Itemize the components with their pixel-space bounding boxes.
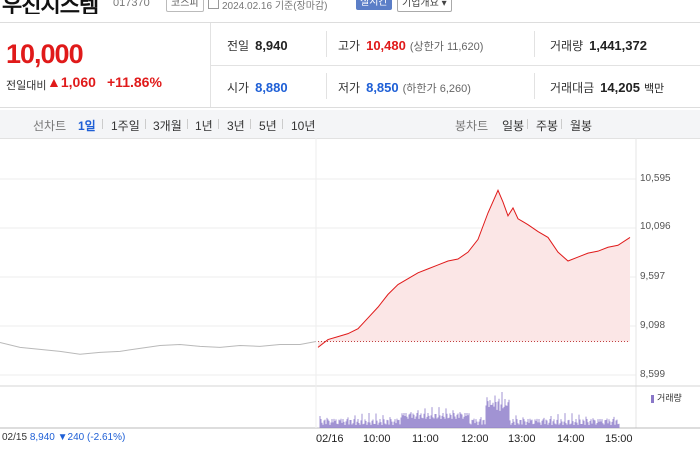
y-tick: 10,096	[640, 221, 671, 232]
stock-code: 017370	[113, 0, 150, 9]
up-arrow-icon: ▲	[47, 74, 61, 90]
divider	[210, 65, 700, 66]
x-tick: 10:00	[363, 433, 391, 445]
y-tick: 9,597	[640, 271, 666, 282]
candle-monthly[interactable]: 월봉	[570, 119, 593, 133]
realtime-button[interactable]: 실시간	[356, 0, 392, 10]
change-rate: +11.86%	[107, 74, 162, 90]
x-tick: 12:00	[461, 433, 489, 445]
y-tick: 9,098	[640, 320, 666, 331]
period-3m[interactable]: 3개월	[153, 119, 182, 133]
line-chart-label: 선차트	[33, 119, 67, 133]
stock-name: 우진시스템	[2, 0, 99, 14]
company-info-dropdown[interactable]: 기업개요 ▾	[397, 0, 452, 12]
y-tick: 10,595	[640, 173, 671, 184]
period-1d[interactable]: 1일	[78, 119, 96, 133]
y-tick: 8,599	[640, 369, 666, 380]
previous-day-line	[0, 341, 317, 355]
stock-header: 우진시스템 017370 코스피 2024.02.16 기준(장마감) 실시간 …	[0, 0, 700, 14]
chart-toolbar: 선차트 1일 1주일 3개월 1년 3년 5년 10년 봉차트 일봉 주봉 월봉	[0, 110, 700, 139]
candle-chart-label: 봉차트	[455, 119, 489, 133]
x-tick: 02/16	[316, 433, 344, 445]
today-price-line	[317, 189, 631, 348]
change-label: 전일대비	[6, 80, 47, 92]
period-1y[interactable]: 1년	[195, 119, 213, 133]
quote-summary: 10,000 전일대비 ▲1,060 +11.86% 전일 8,940 고가 10,…	[0, 22, 700, 108]
prev-close: 전일 8,940	[227, 38, 288, 53]
current-price: 10,000	[6, 39, 84, 69]
period-10y[interactable]: 10년	[291, 119, 316, 133]
volume: 거래량 1,441,372	[550, 38, 647, 53]
x-tick: 15:00	[605, 433, 633, 445]
volume-legend: 거래량	[651, 391, 682, 404]
price-chart[interactable]: 10,595 10,096 9,597 9,098 8,599 거래량 02/1…	[0, 138, 700, 450]
divider	[534, 31, 535, 57]
x-tick: 11:00	[412, 433, 439, 445]
candle-daily[interactable]: 일봉	[502, 119, 525, 133]
price-chart-svg	[0, 138, 700, 429]
period-5y[interactable]: 5년	[259, 119, 277, 133]
calendar-icon	[208, 0, 219, 9]
x-tick: 13:00	[508, 433, 536, 445]
open-price: 시가 8,880	[227, 80, 288, 95]
period-3y[interactable]: 3년	[227, 119, 245, 133]
low-price: 저가 8,850 (하한가 6,260)	[338, 80, 471, 95]
market-badge: 코스피	[166, 0, 204, 12]
prev-day-footer: 02/15 8,940 ▼240 (-2.61%)	[2, 432, 126, 443]
x-tick: 14:00	[557, 433, 585, 445]
high-price: 고가 10,480 (상한가 11,620)	[338, 38, 484, 53]
trade-amount: 거래대금 14,205 백만	[550, 80, 665, 95]
change-value: ▲1,060	[47, 74, 96, 90]
date-text: 2024.02.16 기준(장마감)	[222, 1, 328, 12]
period-1w[interactable]: 1주일	[111, 119, 140, 133]
divider	[534, 73, 535, 99]
candle-weekly[interactable]: 주봉	[536, 119, 559, 133]
divider	[326, 73, 327, 99]
divider	[326, 31, 327, 57]
today-area	[318, 190, 630, 348]
